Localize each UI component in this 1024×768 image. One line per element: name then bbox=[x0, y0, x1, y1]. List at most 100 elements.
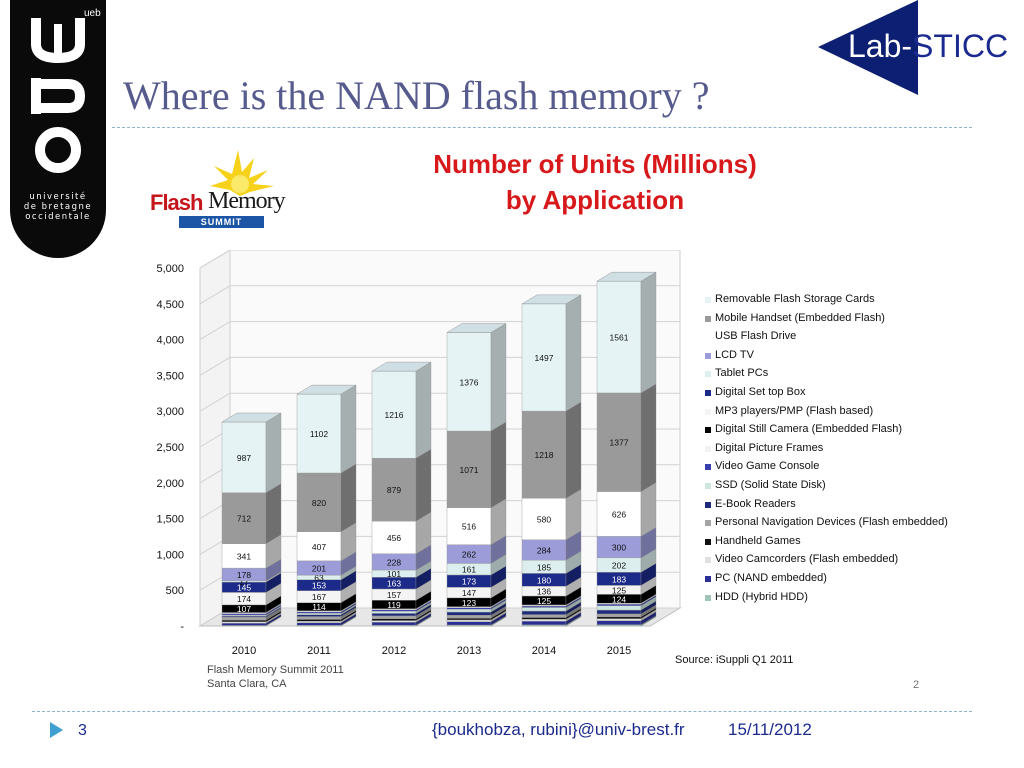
inner-page-number: 2 bbox=[913, 679, 920, 691]
bar-segment bbox=[296, 621, 342, 623]
bar-segment bbox=[296, 393, 342, 474]
bar-segment bbox=[596, 618, 642, 621]
legend-label: SSD (Solid State Disk) bbox=[715, 478, 826, 491]
legend-label: Personal Navigation Devices (Flash embed… bbox=[715, 516, 948, 529]
bar-segment-side bbox=[640, 383, 657, 492]
y-tick-label: 2,500 bbox=[156, 442, 184, 454]
fms-memory-text: Memory bbox=[208, 188, 286, 214]
bar-segment bbox=[596, 605, 642, 611]
bar-data-label: 1216 bbox=[385, 410, 404, 420]
bar-segment bbox=[521, 619, 567, 622]
legend-label: MP3 players/PMP (Flash based) bbox=[715, 404, 874, 417]
bar-segment bbox=[446, 615, 492, 619]
bar-segment bbox=[371, 611, 417, 614]
bar-data-label: 125 bbox=[537, 596, 551, 606]
gridline bbox=[199, 285, 680, 305]
bar-segment bbox=[446, 608, 492, 613]
ubo-logo: université de bretagne occidentale ueb bbox=[10, 0, 106, 258]
bar-data-label: 153 bbox=[312, 581, 326, 591]
bar-segment bbox=[521, 410, 567, 499]
y-tick-label: 1,500 bbox=[156, 514, 184, 526]
bar-data-label: 516 bbox=[462, 522, 476, 532]
legend-label: PC (NAND embedded) bbox=[715, 571, 827, 584]
y-tick-label: 3,500 bbox=[156, 370, 184, 382]
bar-data-label: 1497 bbox=[535, 353, 554, 363]
bar-data-label: 879 bbox=[387, 485, 401, 495]
bar-segment bbox=[371, 618, 417, 621]
bar-segment-side bbox=[265, 483, 282, 544]
bar-data-label: 167 bbox=[312, 592, 326, 602]
bar-segment bbox=[596, 616, 642, 619]
bar-segment bbox=[221, 623, 267, 626]
bar-segment bbox=[221, 621, 267, 624]
bar-segment bbox=[371, 622, 417, 626]
ubo-line: de bretagne bbox=[23, 202, 93, 212]
legend-label: USB Flash Drive bbox=[715, 330, 797, 343]
bar-segment bbox=[596, 392, 642, 492]
legend-swatch bbox=[705, 315, 711, 322]
y-tick-label: 2,000 bbox=[156, 478, 184, 490]
ubo-letters-logo bbox=[31, 18, 86, 173]
bar-top bbox=[221, 412, 282, 423]
ubo-university-name: université de bretagne occidentale bbox=[10, 192, 106, 222]
bar-data-label: 284 bbox=[537, 545, 551, 555]
ubo-line: occidentale bbox=[25, 212, 91, 222]
legend-swatch bbox=[705, 594, 711, 601]
bar-data-label: 580 bbox=[537, 515, 551, 525]
bar-data-label: 185 bbox=[537, 562, 551, 572]
footer-date: 15/11/2012 bbox=[728, 720, 812, 739]
bar-segment-side bbox=[415, 448, 432, 522]
chart-title-line2: by Application bbox=[505, 185, 685, 215]
bar-segment-side bbox=[640, 482, 657, 537]
legend-label: Digital Set top Box bbox=[715, 385, 806, 398]
footer-arrow-icon bbox=[50, 722, 63, 738]
legend-swatch bbox=[705, 557, 711, 564]
ueb-mark: ueb bbox=[84, 8, 101, 19]
bar-segment bbox=[446, 619, 492, 622]
bar-top bbox=[596, 271, 657, 282]
bar-segment bbox=[521, 617, 567, 620]
x-tick-label: 2011 bbox=[307, 645, 331, 657]
lab-sticc-logo-shape bbox=[818, 0, 918, 95]
bar-segment bbox=[446, 617, 492, 621]
bar-segment-side bbox=[340, 384, 357, 474]
bar-segment-side bbox=[265, 412, 282, 493]
bar-segment bbox=[296, 616, 342, 620]
bar-segment bbox=[521, 607, 567, 612]
bar-data-label: 820 bbox=[312, 498, 326, 508]
bar-data-label: 202 bbox=[612, 561, 626, 571]
y-tick-label: 3,000 bbox=[156, 406, 184, 418]
bar-segment bbox=[296, 619, 342, 622]
bar-segment bbox=[521, 614, 567, 618]
legend-swatch bbox=[705, 464, 711, 471]
bar-segment bbox=[371, 370, 417, 459]
lab-text: Lab- bbox=[848, 28, 913, 64]
bar-segment bbox=[596, 280, 642, 394]
bar-data-label: 1377 bbox=[610, 438, 629, 448]
fms-starburst-icon bbox=[210, 150, 274, 196]
bar-data-label: 1218 bbox=[535, 450, 554, 460]
bar-segment-side bbox=[415, 361, 432, 459]
legend-swatch bbox=[705, 427, 711, 434]
title-divider bbox=[112, 127, 972, 128]
legend-label: Tablet PCs bbox=[715, 367, 769, 380]
legend-label: Digital Still Camera (Embedded Flash) bbox=[715, 423, 903, 436]
bar-data-label: 1376 bbox=[460, 377, 479, 387]
legend-swatch bbox=[705, 501, 711, 508]
bar-data-label: 180 bbox=[537, 575, 551, 585]
bar-top bbox=[446, 323, 507, 333]
y-tick-label: 500 bbox=[166, 585, 184, 597]
bar-data-label: 163 bbox=[387, 579, 401, 589]
fms-summit-badge: SUMMIT bbox=[179, 216, 264, 228]
legend-label: Video Camcorders (Flash embedded) bbox=[715, 553, 899, 566]
bar-data-label: 63 bbox=[314, 573, 324, 583]
legend-label: Digital Picture Frames bbox=[715, 441, 824, 454]
bar-segment bbox=[221, 616, 267, 621]
bar-segment bbox=[521, 605, 567, 608]
bar-segment bbox=[371, 620, 417, 623]
bar-data-label: 145 bbox=[237, 583, 251, 593]
bar-data-label: 123 bbox=[462, 598, 476, 608]
x-tick-label: 2010 bbox=[232, 645, 256, 657]
legend-swatch bbox=[705, 520, 711, 527]
bar-data-label: 174 bbox=[237, 594, 251, 604]
